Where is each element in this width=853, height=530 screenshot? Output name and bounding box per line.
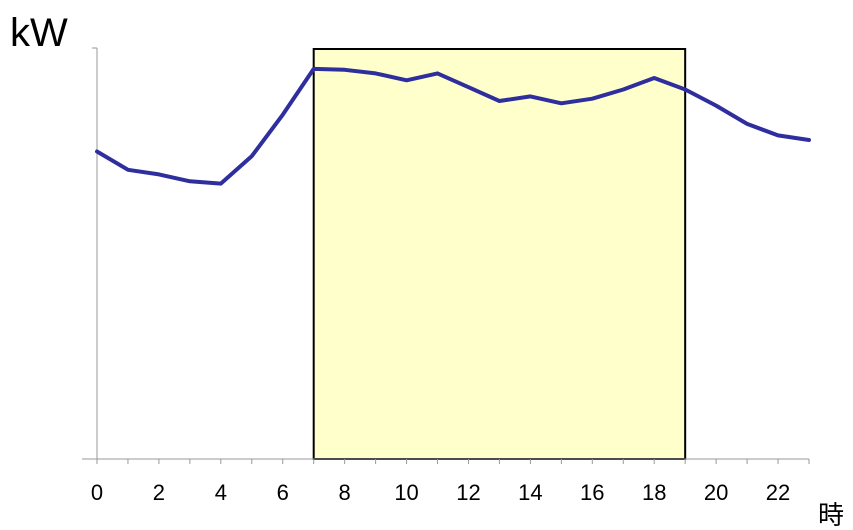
axes: [82, 47, 809, 460]
x-tick-label: 6: [277, 480, 289, 505]
x-tick-labels: 0 2 4 6 8 10 12 14 16 18 20 22: [91, 480, 790, 505]
x-axis-label: 時: [818, 501, 844, 530]
x-tick-label: 12: [456, 480, 480, 505]
x-tick-label: 18: [642, 480, 666, 505]
x-tick-label: 14: [518, 480, 542, 505]
x-tick-label: 4: [215, 480, 227, 505]
highlight-band-layer: [312, 48, 687, 460]
x-tick-label: 8: [339, 480, 351, 505]
x-tick-label: 0: [91, 480, 103, 505]
x-tick-label: 20: [704, 480, 728, 505]
x-tick-label: 10: [394, 480, 418, 505]
x-tick-label: 2: [153, 480, 165, 505]
series-layer: [95, 66, 811, 186]
highlight-band: [312, 48, 687, 460]
series-line: [95, 66, 811, 186]
x-tick-label: 16: [580, 480, 604, 505]
x-tick-marks: [96, 459, 810, 464]
y-axis-label: kW: [10, 11, 68, 55]
x-tick-label: 22: [766, 480, 790, 505]
